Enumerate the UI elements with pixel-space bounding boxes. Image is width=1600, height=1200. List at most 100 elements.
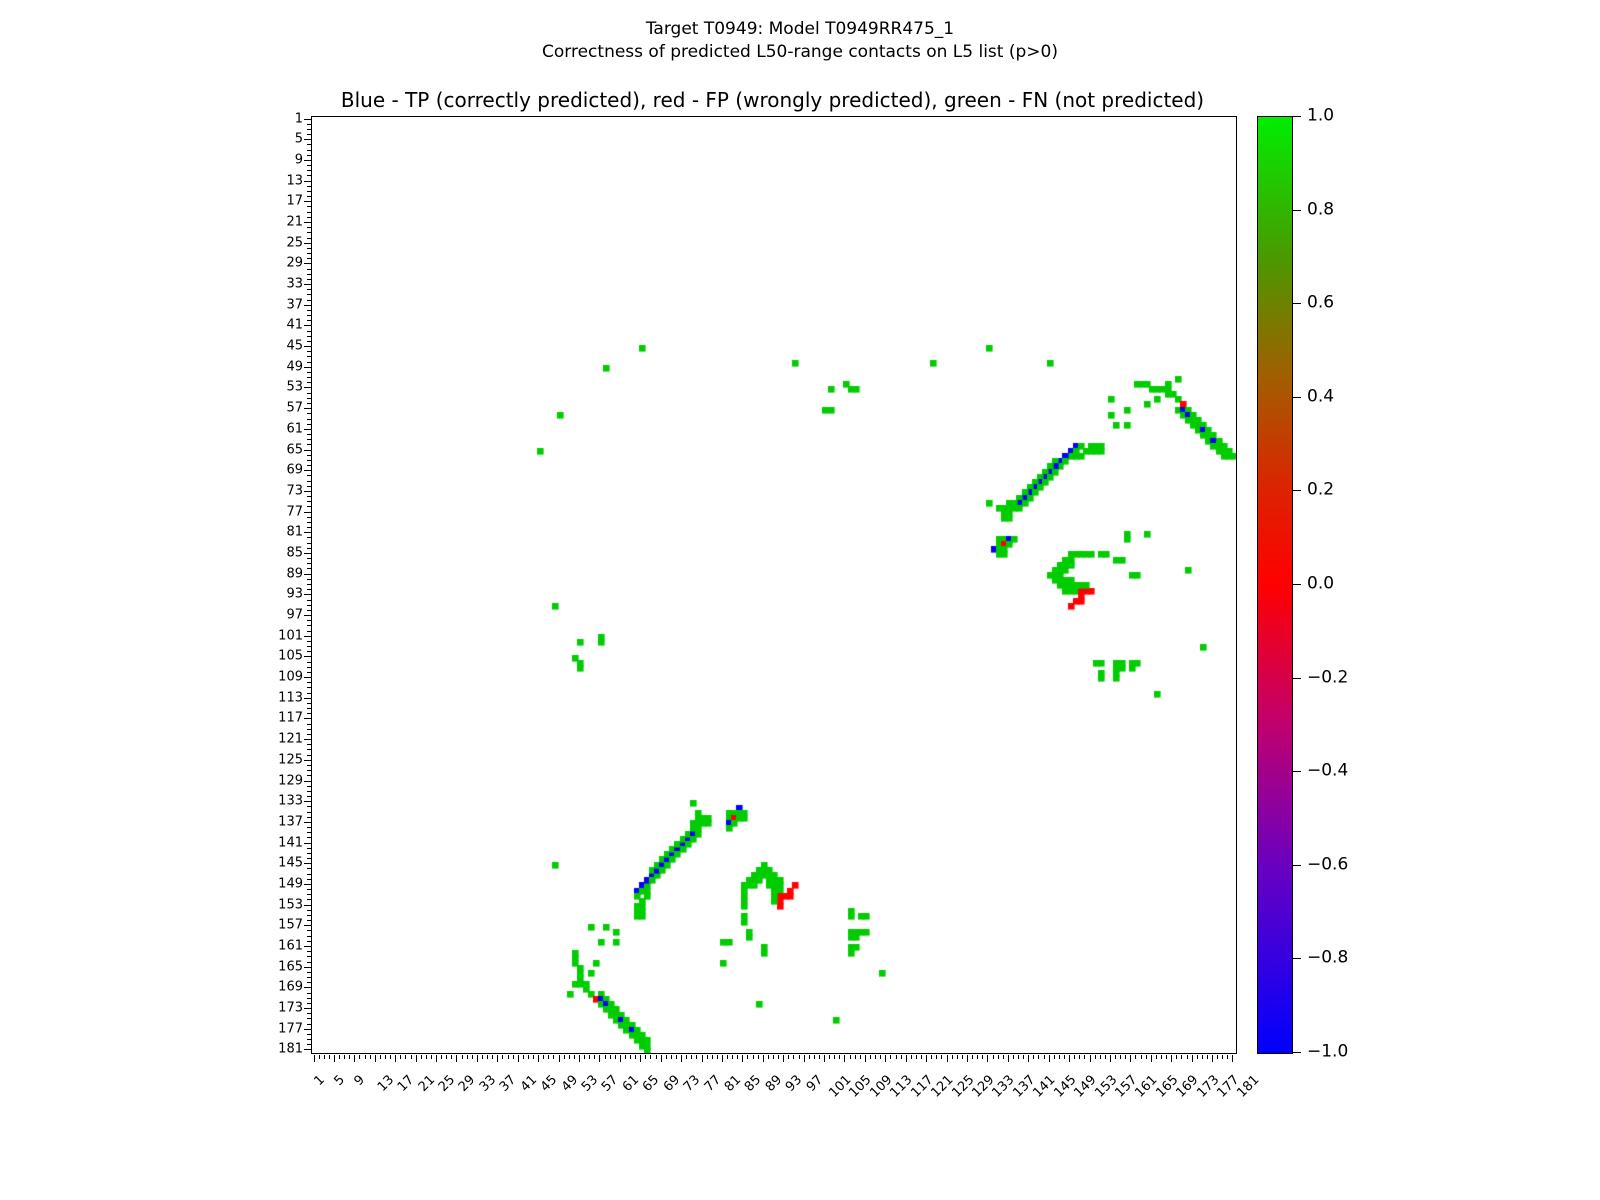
y-tick-mark (307, 971, 311, 973)
y-tick-label: 65 (286, 442, 303, 458)
x-tick-mark (778, 1055, 780, 1059)
x-tick-mark (349, 1055, 351, 1059)
x-tick-mark (497, 1055, 499, 1062)
x-tick-mark (972, 1055, 974, 1059)
y-tick-label: 101 (278, 628, 303, 644)
x-tick-mark (895, 1055, 897, 1059)
y-tick-mark (307, 170, 311, 172)
colorbar-tick-mark (1293, 209, 1301, 211)
x-tick-mark (589, 1055, 591, 1059)
y-tick-mark (307, 134, 311, 136)
y-tick-mark (307, 832, 311, 834)
x-tick-label: 97 (803, 1072, 826, 1095)
x-tick-label: 89 (762, 1072, 785, 1095)
x-tick-mark (471, 1055, 473, 1059)
y-tick-mark (307, 1023, 311, 1025)
x-tick-mark (584, 1055, 586, 1059)
colorbar-tick-mark (1293, 864, 1301, 866)
y-tick-mark (307, 506, 311, 508)
x-tick-mark (359, 1055, 361, 1059)
x-tick-mark (910, 1055, 912, 1059)
x-tick-mark (676, 1055, 677, 1059)
y-tick-mark (307, 403, 311, 404)
x-tick-mark (1084, 1055, 1086, 1059)
colorbar-tick-mark (1293, 677, 1301, 679)
x-tick-label: 17 (395, 1072, 418, 1095)
x-tick-mark (385, 1055, 387, 1059)
y-tick-label: 113 (278, 690, 303, 706)
x-tick-mark (436, 1055, 438, 1062)
y-tick-label: 89 (286, 566, 303, 582)
y-tick-mark (304, 842, 311, 844)
y-tick-mark (307, 940, 311, 942)
x-tick-mark (522, 1055, 524, 1059)
y-tick-mark (307, 206, 311, 208)
y-tick-mark (304, 1049, 311, 1051)
y-tick-label: 61 (286, 421, 303, 437)
x-tick-mark (1232, 1055, 1234, 1062)
y-tick-label: 25 (286, 235, 303, 251)
x-tick-mark (793, 1055, 795, 1059)
x-tick-mark (425, 1055, 427, 1059)
x-tick-mark (1217, 1055, 1219, 1059)
y-tick-mark (307, 692, 311, 694)
y-tick-mark (307, 227, 311, 229)
x-tick-mark (466, 1055, 468, 1059)
contact-map-canvas[interactable] (312, 117, 1236, 1053)
y-tick-mark (304, 366, 311, 368)
y-tick-mark (307, 465, 311, 467)
y-tick-mark (307, 764, 311, 766)
y-tick-mark (307, 609, 311, 611)
y-tick-mark (307, 315, 311, 317)
x-tick-label: 69 (660, 1072, 683, 1095)
x-tick-mark (563, 1055, 565, 1059)
x-tick-mark (783, 1055, 785, 1062)
y-tick-mark (304, 408, 311, 410)
y-tick-mark (304, 304, 311, 306)
x-tick-label: 37 (497, 1072, 520, 1095)
x-tick-mark (752, 1055, 754, 1059)
y-tick-label: 41 (286, 317, 303, 333)
x-tick-mark (635, 1055, 637, 1059)
y-tick-mark (307, 847, 311, 849)
y-tick-label: 85 (286, 545, 303, 561)
x-tick-mark (711, 1055, 713, 1059)
x-tick-mark (318, 1055, 320, 1059)
y-tick-label: 177 (278, 1021, 303, 1037)
x-tick-mark (824, 1055, 826, 1062)
x-tick-mark (956, 1055, 958, 1059)
y-tick-mark (304, 1028, 311, 1030)
y-tick-mark (307, 852, 311, 854)
y-tick-mark (307, 790, 311, 792)
y-tick-mark (307, 584, 311, 585)
x-tick-mark (885, 1055, 887, 1062)
y-tick-mark (307, 811, 311, 813)
y-tick-mark (307, 175, 311, 177)
x-tick-label: 9 (351, 1072, 369, 1089)
y-tick-mark (307, 651, 311, 653)
x-axis: 1 5 9 13 17 21 25 29 33 37 41 45 49 53 57 61 65 69 73 77 81 8… (311, 1055, 1263, 1125)
y-tick-mark (307, 149, 311, 151)
x-tick-mark (1058, 1055, 1060, 1059)
x-tick-label: 49 (558, 1072, 581, 1095)
colorbar-tick-mark (1293, 490, 1301, 492)
y-tick-mark (307, 666, 311, 668)
y-tick-mark (307, 397, 311, 399)
x-tick-mark (992, 1055, 994, 1059)
x-tick-mark (1002, 1055, 1004, 1059)
x-tick-mark (655, 1055, 657, 1059)
x-tick-mark (1079, 1055, 1081, 1059)
colorbar-tick-mark (1293, 1052, 1301, 1053)
contact-map-plot[interactable] (311, 116, 1237, 1054)
x-tick-mark (767, 1055, 769, 1059)
y-tick-mark (307, 392, 311, 394)
y-tick-mark (307, 744, 311, 746)
y-tick-label: 157 (278, 917, 303, 933)
colorbar-tick-label: 0.8 (1307, 199, 1335, 220)
x-tick-mark (1104, 1055, 1106, 1059)
y-tick-mark (304, 387, 311, 389)
x-tick-mark (568, 1055, 570, 1059)
y-tick-mark (307, 299, 311, 301)
x-tick-mark (742, 1055, 744, 1062)
y-tick-label: 49 (286, 359, 303, 375)
